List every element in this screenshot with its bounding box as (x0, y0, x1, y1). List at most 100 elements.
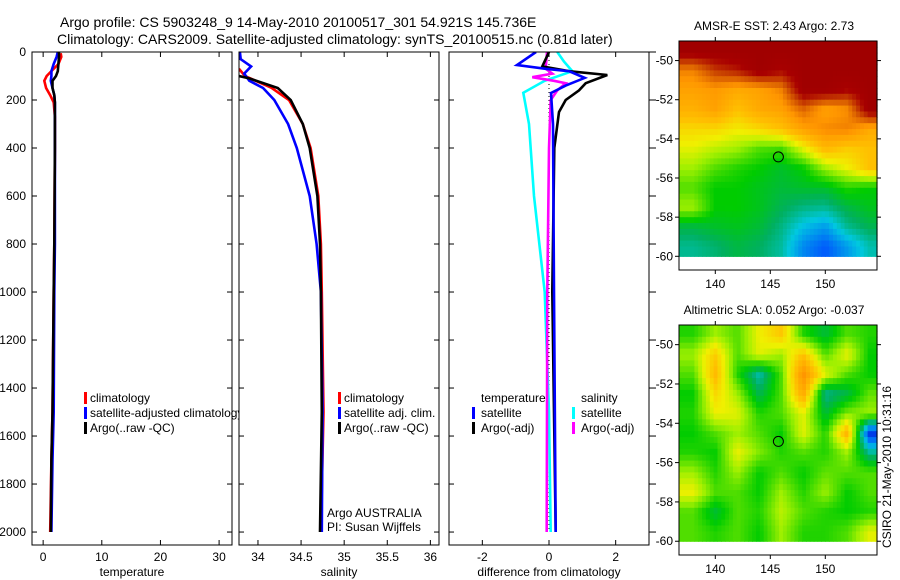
heatmap-cell (767, 466, 772, 473)
heatmap-cell (756, 442, 761, 450)
heatmap-cell (709, 490, 715, 497)
heatmap-cell (694, 246, 699, 253)
heatmap-cell (709, 252, 715, 257)
heatmap-cell (763, 413, 769, 420)
heatmap-cell (682, 193, 688, 201)
heatmap-cell (875, 193, 878, 201)
heatmap-cell (821, 117, 826, 124)
heatmap-cell (682, 425, 688, 432)
heatmap-cell (794, 129, 799, 136)
heatmap-cell (840, 58, 846, 66)
heatmap-cell (702, 330, 707, 338)
heatmap-cell (709, 205, 715, 212)
heatmap-cell (721, 366, 726, 373)
heatmap-cell (825, 187, 830, 195)
heatmap-cell (725, 384, 730, 391)
heatmap-cell (694, 330, 699, 338)
heatmap-cell (763, 246, 769, 253)
heatmap-cell (859, 123, 865, 130)
heatmap-cell (794, 354, 799, 361)
heatmap-cell (729, 419, 734, 426)
heatmap-cell (798, 354, 803, 361)
heatmap-cell (702, 384, 707, 391)
heatmap-cell (725, 41, 730, 48)
heatmap-cell (763, 240, 769, 248)
heatmap-cell (809, 93, 815, 101)
heatmap-cell (713, 454, 718, 462)
heatmap-cell (759, 93, 765, 101)
heatmap-cell (875, 442, 878, 450)
heatmap-cell (756, 105, 761, 113)
heatmap-cell (709, 211, 715, 218)
heatmap-cell (690, 193, 695, 201)
heatmap-cell (779, 228, 784, 236)
heatmap-cell (786, 217, 792, 224)
heatmap-cell (863, 199, 869, 206)
heatmap-cell (694, 223, 699, 230)
heatmap-cell (821, 129, 826, 136)
heatmap-cell (786, 348, 792, 356)
heatmap-cell (809, 82, 815, 89)
heatmap-cell (682, 378, 688, 385)
y-tick-label: 800 (6, 237, 26, 251)
heatmap-cell (833, 507, 838, 515)
heatmap-cell (809, 330, 815, 338)
heatmap-cell (833, 425, 838, 432)
heatmap-cell (856, 76, 861, 83)
heatmap-cell (833, 448, 838, 456)
heatmap-cell (863, 176, 869, 183)
heatmap-cell (836, 437, 842, 444)
heatmap-cell (779, 64, 784, 71)
heatmap-cell (732, 401, 738, 409)
heatmap-cell (836, 336, 842, 344)
heatmap-cell (775, 407, 780, 415)
heatmap-cell (844, 330, 849, 338)
heatmap-cell (794, 88, 799, 95)
heatmap-cell (679, 76, 684, 83)
heatmap-cell (736, 336, 742, 344)
heatmap-cell (863, 164, 869, 171)
heatmap-cell (848, 478, 853, 485)
heatmap-cell (725, 490, 730, 497)
heatmap-cell (871, 123, 876, 130)
heatmap-cell (829, 164, 834, 171)
heatmap-cell (682, 537, 688, 542)
heatmap-cell (736, 134, 742, 142)
heatmap-cell (825, 336, 830, 344)
heatmap-cell (713, 401, 718, 409)
heatmap-cell (825, 389, 830, 397)
heatmap-cell (833, 146, 838, 154)
heatmap-cell (709, 407, 715, 415)
heatmap-cell (740, 176, 745, 183)
heatmap-cell (740, 117, 745, 124)
heatmap-cell (821, 176, 826, 183)
heatmap-cell (809, 105, 815, 113)
heatmap-cell (702, 117, 707, 124)
heatmap-cell (840, 46, 846, 54)
heatmap-cell (790, 425, 795, 432)
heatmap-cell (694, 425, 699, 432)
heatmap-cell (721, 325, 726, 332)
heatmap-cell (875, 217, 878, 224)
heatmap-cell (833, 99, 838, 107)
heatmap-cell (863, 99, 869, 107)
heatmap-cell (813, 537, 819, 542)
heatmap-cell (798, 407, 803, 415)
heatmap-cell (705, 531, 711, 538)
heatmap-cell (694, 64, 699, 71)
heatmap-cell (833, 478, 838, 485)
heatmap-cell (763, 490, 769, 497)
heatmap-cell (863, 234, 869, 242)
heatmap-cell (702, 93, 707, 101)
heatmap-cell (775, 164, 780, 171)
heatmap-cell (802, 448, 807, 456)
heatmap-cell (863, 389, 869, 397)
heatmap-cell (763, 496, 769, 503)
heatmap-cell (752, 240, 757, 248)
heatmap-cell (794, 472, 799, 479)
heatmap-cell (717, 170, 722, 177)
heatmap-cell (859, 129, 865, 136)
heatmap-cell (852, 105, 857, 113)
heatmap-cell (702, 454, 707, 462)
heatmap-cell (721, 234, 726, 242)
